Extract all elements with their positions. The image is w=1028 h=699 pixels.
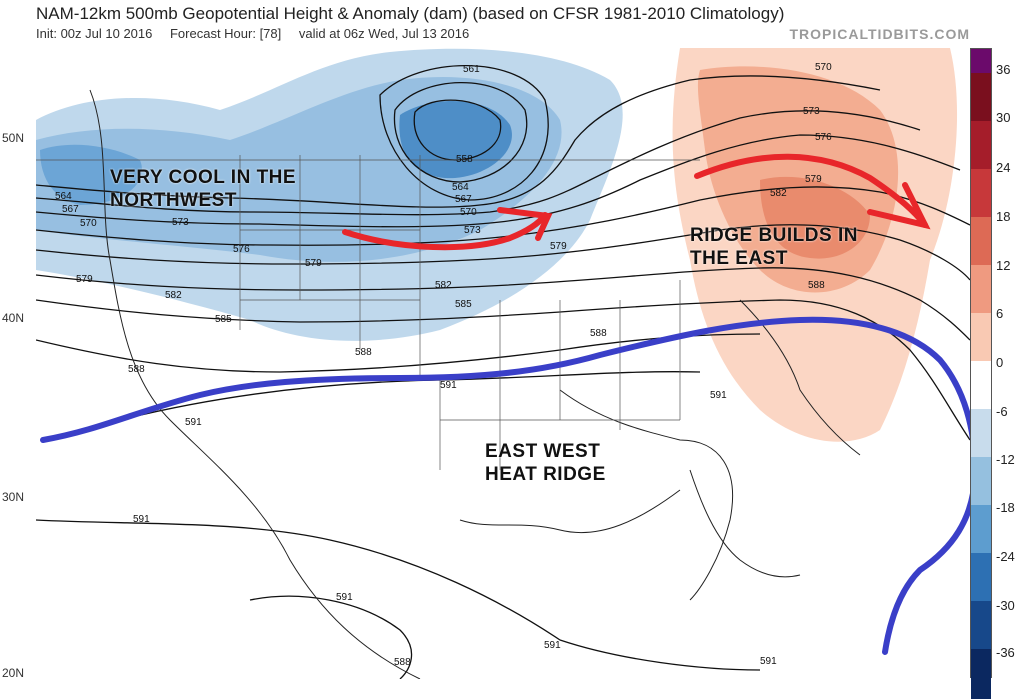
- init-time: Init: 00z Jul 10 2016: [36, 26, 153, 41]
- contour-label: 585: [215, 314, 232, 325]
- colorbar-segment: [971, 49, 991, 73]
- contour-label: 582: [435, 280, 452, 291]
- chart-subtitle: Init: 00z Jul 10 2016 Forecast Hour: [78…: [36, 26, 483, 41]
- contour-label: 591: [760, 656, 777, 667]
- colorbar-segment: [971, 121, 991, 169]
- colorbar-label: 0: [996, 355, 1004, 370]
- colorbar-segment: [971, 217, 991, 265]
- arrow-east: [694, 153, 928, 228]
- valid-time: valid at 06z Wed, Jul 13 2016: [298, 26, 470, 41]
- arrow-northwest: [342, 212, 548, 251]
- state-borders: [36, 155, 700, 470]
- colorbar-label: -30: [996, 598, 1015, 613]
- contour-label: 579: [805, 174, 822, 185]
- contour-label: 588: [808, 280, 825, 291]
- contour-label: 567: [62, 204, 79, 215]
- colorbar-segment: [971, 313, 991, 361]
- colorbar-label: -6: [996, 404, 1008, 419]
- colorbar-segment: [971, 601, 991, 649]
- contour-label: 570: [80, 218, 97, 229]
- contour-label: 591: [544, 640, 561, 651]
- contour-label: 579: [550, 241, 567, 252]
- contour-label: 585: [455, 299, 472, 310]
- annotation-east: RIDGE BUILDS IN THE EAST: [690, 225, 858, 269]
- contour-label: 567: [455, 194, 472, 205]
- contour-label: 576: [815, 132, 832, 143]
- contour-label: 564: [452, 182, 469, 193]
- contour-label: 588: [355, 347, 372, 358]
- contour-label: 591: [336, 592, 353, 603]
- colorbar-label: 24: [996, 160, 1011, 175]
- annotation-northwest: VERY COOL IN THE NORTHWEST: [110, 167, 297, 211]
- contour-label: 588: [128, 364, 145, 375]
- contour-label: 558: [456, 154, 473, 165]
- colorbar-segment: [971, 505, 991, 553]
- colorbar-segment: [971, 265, 991, 313]
- contour-label: 570: [815, 62, 832, 73]
- contour-label: 573: [172, 217, 189, 228]
- contour-label: 588: [590, 328, 607, 339]
- colorbar-label: 36: [996, 62, 1011, 77]
- colorbar-label: 30: [996, 110, 1011, 125]
- map-svg: [36, 48, 970, 679]
- colorbar-segment: [971, 169, 991, 217]
- map-area: 561 558 564 567 570 573 576 579 582 585 …: [36, 46, 970, 679]
- lat-label-30n: 30N: [2, 490, 25, 504]
- colorbar-segment: [971, 409, 991, 457]
- contour-label: 591: [710, 390, 727, 401]
- warm-anomaly-core: [760, 176, 870, 259]
- contour-label: 591: [440, 380, 457, 391]
- contour-label: 591: [185, 417, 202, 428]
- cool-anomaly-center: [399, 101, 512, 179]
- colorbar-segment: [971, 457, 991, 505]
- colorbar-segment: [971, 553, 991, 601]
- contour-label: 576: [233, 244, 250, 255]
- contour-label: 591: [133, 514, 150, 525]
- arrow-east-head: [867, 182, 931, 230]
- colorbar-label: -36: [996, 645, 1015, 660]
- colorbar-label: 6: [996, 306, 1004, 321]
- contour-label: 573: [803, 106, 820, 117]
- annotation-central: EAST WEST HEAT RIDGE: [485, 441, 606, 485]
- header: NAM-12km 500mb Geopotential Height & Ano…: [0, 0, 1028, 46]
- chart-title: NAM-12km 500mb Geopotential Height & Ano…: [36, 4, 785, 23]
- forecast-hour: Forecast Hour: [78]: [169, 26, 282, 41]
- contour-label: 579: [305, 258, 322, 269]
- lat-label-40n: 40N: [2, 311, 25, 325]
- colorbar-label: -18: [996, 500, 1015, 515]
- colorbar-label: -12: [996, 452, 1015, 467]
- brand-watermark: TROPICALTIDBITS.COM: [789, 26, 970, 42]
- arrow-northwest-head: [497, 207, 553, 241]
- coastlines: [89, 89, 861, 679]
- ridge-line: [40, 316, 970, 655]
- colorbar-segment: [971, 73, 991, 121]
- contour-label: 564: [55, 191, 72, 202]
- colorbar: [970, 48, 992, 699]
- lat-label-50n: 50N: [2, 131, 25, 145]
- contour-label: 573: [464, 225, 481, 236]
- colorbar-label: 18: [996, 209, 1011, 224]
- contour-label: 582: [770, 188, 787, 199]
- contour-label: 582: [165, 290, 182, 301]
- colorbar-label: 12: [996, 258, 1011, 273]
- red-arrows: [342, 153, 931, 251]
- contour-label: 588: [394, 657, 411, 668]
- lat-label-20n: 20N: [2, 666, 25, 680]
- contour-label-layer: 561 558 564 567 570 573 576 579 582 585 …: [55, 62, 832, 668]
- contour-label: 561: [463, 64, 480, 75]
- colorbar-segment: [971, 649, 991, 699]
- contour-label: 570: [460, 207, 477, 218]
- colorbar-label: -24: [996, 549, 1015, 564]
- colorbar-segment: [971, 361, 991, 409]
- contour-label: 579: [76, 274, 93, 285]
